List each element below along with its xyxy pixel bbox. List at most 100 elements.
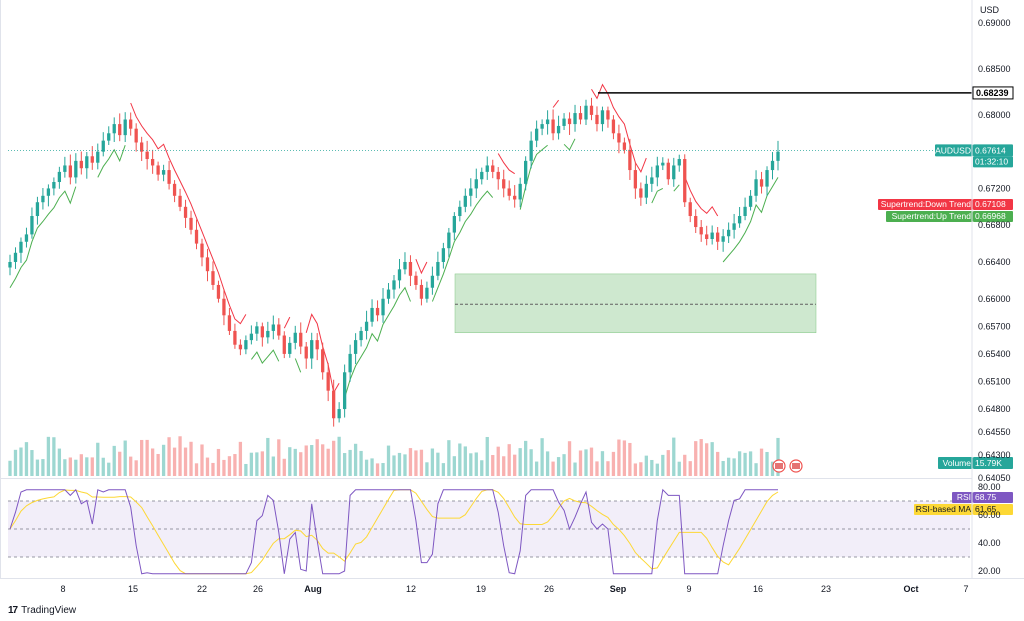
volume-bar — [419, 449, 424, 476]
time-tick-label: Aug — [304, 584, 322, 594]
volume-bar — [677, 461, 681, 476]
resistance-tag: 0.68239 — [976, 88, 1009, 98]
volume-bar — [96, 442, 100, 476]
brand-label: TradingView — [21, 604, 77, 616]
volume-bar — [222, 459, 226, 476]
supertrend-down-tag: Supertrend:Down Trend — [881, 199, 972, 209]
candle-body — [721, 236, 725, 242]
candle-body — [200, 243, 204, 258]
rsi-tick-label: 60.00 — [978, 510, 1001, 520]
candle-body — [710, 232, 714, 239]
supertrend-up-value: 0.66968 — [975, 211, 1006, 221]
symbol-tag: AUDUSD — [935, 145, 971, 155]
volume-bar — [172, 447, 177, 476]
rsi-tick-label: 20.00 — [978, 566, 1001, 576]
volume-bar — [288, 447, 292, 476]
volume-bar — [551, 461, 555, 476]
volume-bar — [364, 459, 369, 476]
candle-body — [57, 171, 62, 183]
candle-body — [408, 261, 413, 276]
candle-body — [216, 284, 221, 299]
candle-body — [348, 353, 352, 373]
time-tick-label: 7 — [963, 584, 968, 594]
price-tick-label: 0.65700 — [978, 321, 1011, 331]
supertrend-up-line — [651, 187, 664, 204]
volume-bar — [726, 457, 731, 476]
candle-body — [650, 177, 654, 184]
volume-bar — [600, 451, 605, 476]
volume-bar — [776, 437, 780, 476]
volume-bar — [348, 449, 352, 476]
volume-bar — [178, 436, 182, 476]
volume-bar — [562, 454, 566, 476]
volume-bar — [375, 463, 380, 476]
symbol-tag-bg — [935, 144, 973, 157]
time-tick-label: 19 — [476, 584, 486, 594]
volume-bar — [496, 446, 500, 476]
candle-body — [716, 232, 720, 242]
volume-bar — [167, 437, 171, 476]
candle-body — [600, 110, 605, 125]
time-tick-label: 9 — [686, 584, 691, 594]
candle-body — [52, 182, 56, 189]
candle-body — [644, 183, 648, 198]
candle-body — [156, 165, 160, 175]
volume-bar — [342, 453, 347, 476]
volume-bar — [353, 443, 358, 476]
candle-body — [726, 229, 731, 237]
candle-body — [414, 275, 418, 285]
candle-body — [502, 179, 506, 189]
supertrend-down-line — [552, 99, 559, 108]
volume-bar — [573, 462, 577, 476]
volume-bar — [534, 461, 539, 476]
volume-bar — [227, 456, 232, 476]
volume-bar — [556, 457, 561, 476]
us-event-flag-stripes — [792, 463, 800, 469]
price-tick-label: 0.66400 — [978, 257, 1011, 267]
volume-bar — [381, 463, 385, 476]
candle-body — [452, 216, 456, 233]
volume-bar — [200, 444, 204, 476]
volume-bar — [260, 451, 264, 476]
volume-bar — [655, 463, 659, 476]
axes: USD0.690000.685000.680000.672000.668000.… — [0, 0, 1024, 594]
volume-bar — [68, 457, 72, 476]
volume-bar — [118, 451, 122, 476]
time-tick-label: 8 — [60, 584, 65, 594]
candle-body — [748, 195, 753, 207]
volume-bar — [293, 448, 297, 476]
volume-bar — [661, 454, 665, 476]
volume-bar — [370, 458, 374, 476]
price-tick-label: 0.69000 — [978, 18, 1011, 28]
candle-body — [140, 142, 144, 152]
candle-body — [759, 179, 764, 187]
volume-bar — [183, 447, 188, 476]
volume-bar — [112, 445, 116, 476]
candle-body — [403, 261, 407, 270]
candle-body — [161, 170, 166, 175]
volume-bar — [150, 448, 155, 476]
supertrend-up-value-bg — [973, 211, 1013, 222]
demand-zone — [454, 273, 817, 334]
candle-body — [776, 151, 780, 161]
candle-body — [63, 165, 67, 172]
volume-bar — [24, 442, 29, 476]
volume-bar — [524, 440, 528, 476]
volume-bars — [8, 436, 780, 476]
candle-body — [332, 390, 336, 419]
candle-body — [743, 206, 747, 217]
time-tick-label: 26 — [253, 584, 263, 594]
volume-bar — [518, 448, 522, 476]
candle-body — [474, 179, 478, 189]
volume-bar — [46, 436, 51, 476]
candle-body — [518, 183, 522, 200]
candle-body — [622, 142, 627, 150]
volume-bar — [19, 447, 23, 476]
supertrend-down-line — [591, 83, 647, 174]
volume-bar — [447, 440, 451, 476]
volume-bar — [770, 461, 775, 476]
demand-zone-box — [454, 273, 817, 334]
volume-bar — [140, 439, 144, 476]
volume-bar — [469, 453, 473, 476]
price-tag-bg — [973, 144, 1013, 157]
